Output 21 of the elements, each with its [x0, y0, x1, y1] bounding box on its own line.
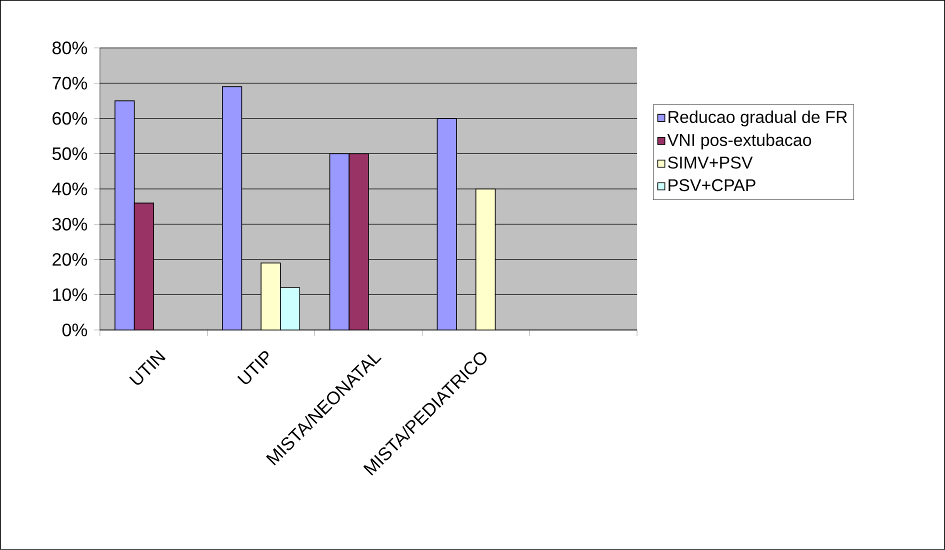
y-tick-label: 40%: [52, 182, 88, 196]
bar: [260, 262, 281, 330]
y-tick-label: 70%: [52, 76, 88, 90]
y-tick-label: 0%: [62, 324, 88, 336]
bar: [134, 202, 154, 330]
bar: [114, 100, 135, 330]
y-tick-label: 50%: [52, 147, 88, 160]
bar: [222, 86, 242, 330]
bar: [329, 153, 350, 330]
y-tick-label: 30%: [52, 218, 88, 231]
legend-label: Reducao gradual de FR: [668, 110, 847, 126]
legend-label: PSV+CPAP: [668, 179, 756, 192]
legend-label: VNI pos-extubacao: [667, 134, 812, 150]
bar: [476, 188, 496, 330]
bar: [436, 118, 457, 330]
y-tick-label: 20%: [52, 253, 88, 266]
legend-label: SIMV+PSV: [668, 156, 753, 169]
bar: [348, 153, 369, 330]
y-tick-label: 60%: [52, 112, 88, 125]
y-tick-label: 80%: [52, 42, 88, 54]
y-tick-label: 10%: [53, 288, 88, 302]
